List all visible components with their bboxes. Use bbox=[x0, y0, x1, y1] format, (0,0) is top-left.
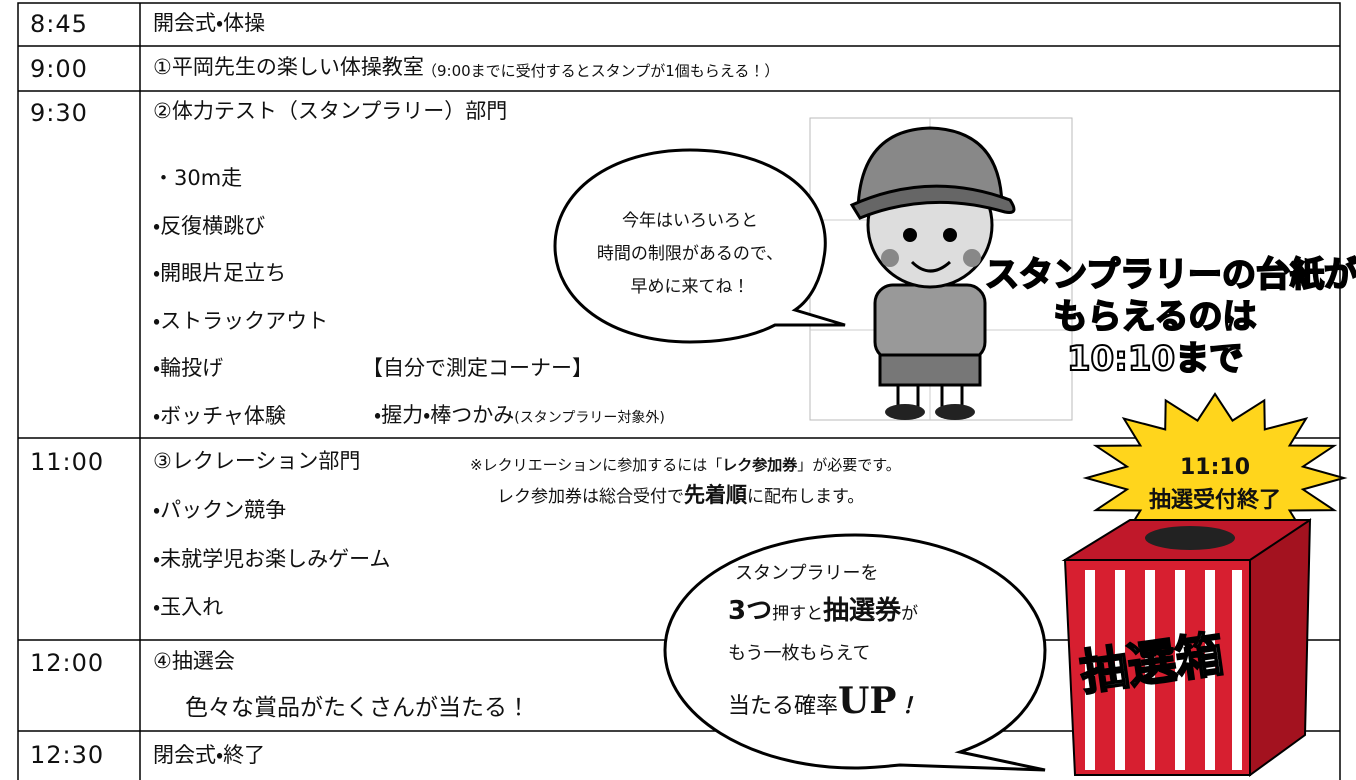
row-title: 閉会式・終了 bbox=[153, 743, 266, 767]
lottery-text: 当たる確率 bbox=[728, 694, 839, 719]
shorts bbox=[878, 353, 982, 387]
bubble-line: 今年はいろいろと bbox=[622, 211, 758, 231]
table-border bbox=[17, 2, 1341, 780]
lottery-line: もう一枚もらえて bbox=[728, 643, 871, 664]
notice-line: ※レクリエーションに参加するには「レク参加券」が必要です。 bbox=[470, 458, 901, 473]
item: ・玉入れ bbox=[153, 595, 224, 619]
item: ・30m走 bbox=[153, 166, 243, 190]
lottery-bold: 抽選券 bbox=[823, 596, 902, 626]
lottery-box-shape bbox=[1061, 518, 1312, 777]
callout-line: スタンプラリーの台紙が bbox=[984, 255, 1356, 295]
lottery-line: 3つ押すと抽選券が bbox=[728, 598, 918, 624]
leg bbox=[896, 383, 920, 409]
bubble-line: 時間の制限があるので、 bbox=[596, 244, 784, 264]
time: 9:00 bbox=[30, 55, 88, 83]
box-hole bbox=[1145, 526, 1235, 550]
item: ・ストラックアウト bbox=[153, 308, 329, 333]
item: ・ボッチャ体験 bbox=[153, 403, 286, 428]
starburst-text: 抽選受付終了 bbox=[1148, 488, 1281, 513]
callout-line: もらえるのは bbox=[1053, 297, 1258, 337]
lottery-line: スタンプラリーを bbox=[735, 563, 879, 584]
box-stripes bbox=[1085, 570, 1242, 770]
row-title: ③レクレーション部門 bbox=[153, 449, 361, 473]
lottery-bold: 3つ bbox=[728, 596, 773, 626]
lottery-text: が bbox=[901, 604, 919, 624]
notice-bold: レク参加券 bbox=[722, 456, 798, 474]
eye bbox=[903, 228, 917, 242]
eye bbox=[943, 228, 957, 242]
row-title: 開会式・体操 bbox=[153, 11, 266, 35]
time: 9:30 bbox=[30, 99, 88, 127]
lottery-bubble-shape bbox=[663, 533, 1047, 772]
notice-text: ※レクリエーションに参加するには「 bbox=[470, 456, 723, 474]
starburst-time: 11:10 bbox=[1179, 455, 1251, 480]
time: 11:00 bbox=[30, 448, 105, 476]
leg bbox=[940, 383, 964, 409]
cheek bbox=[881, 249, 899, 267]
row-note: （9:00までに受付するとスタンプが1個もらえる！） bbox=[422, 62, 780, 80]
item: ・未就学児お楽しみゲーム bbox=[153, 546, 391, 571]
row-title: ①平岡先生の楽しい体操教室 bbox=[153, 55, 424, 79]
item: ・開眼片足立ち bbox=[153, 261, 287, 285]
speech-bubble: 今年はいろいろと 時間の制限があるので、 早めに来てね！ bbox=[595, 205, 785, 304]
character bbox=[809, 117, 1073, 421]
corner-item-text: ・握力・棒つかみ bbox=[374, 403, 515, 427]
speech-bubble-shape bbox=[553, 148, 846, 344]
lottery-line: 当たる確率UP！ bbox=[728, 683, 919, 719]
shoe bbox=[935, 404, 975, 420]
notice-text: 」が必要です。 bbox=[797, 456, 901, 474]
notice-line: レク参加券は総合受付で先着順に配布します。 bbox=[497, 485, 864, 506]
time: 12:30 bbox=[30, 741, 105, 769]
time: 8:45 bbox=[30, 10, 88, 38]
item: ・反復横跳び bbox=[153, 213, 266, 238]
lottery-text: ！ bbox=[896, 694, 919, 719]
notice-bold: 先着順 bbox=[684, 483, 747, 507]
row-subtitle: 色々な賞品がたくさんが当たる！ bbox=[185, 695, 530, 721]
box-side bbox=[1249, 518, 1312, 777]
corner-title: 【自分で測定コーナー】 bbox=[362, 356, 593, 380]
item: ・輪投げ bbox=[153, 356, 224, 380]
corner-note: (スタンプラリー対象外) bbox=[514, 410, 665, 426]
callout-line: 10:10まで bbox=[1066, 339, 1244, 379]
cap-brim bbox=[849, 184, 1016, 220]
mouth bbox=[910, 260, 952, 273]
lottery-text: 押すと bbox=[772, 604, 824, 624]
item: ・パックン競争 bbox=[153, 498, 287, 522]
row-title: ④抽選会 bbox=[153, 649, 235, 673]
row-title: ②体力テスト（スタンプラリー）部門 bbox=[153, 99, 508, 123]
shirt bbox=[873, 283, 987, 362]
time: 12:00 bbox=[30, 649, 105, 677]
corner-item: ・握力・棒つかみ(スタンプラリー対象外) bbox=[374, 405, 665, 426]
lottery-up: UP bbox=[838, 680, 897, 722]
shoe bbox=[885, 404, 925, 420]
cheek bbox=[963, 249, 981, 267]
bubble-line: 早めに来てね！ bbox=[630, 277, 750, 297]
notice-text: レク参加券は総合受付で bbox=[497, 487, 684, 507]
notice-text: に配布します。 bbox=[747, 487, 865, 507]
